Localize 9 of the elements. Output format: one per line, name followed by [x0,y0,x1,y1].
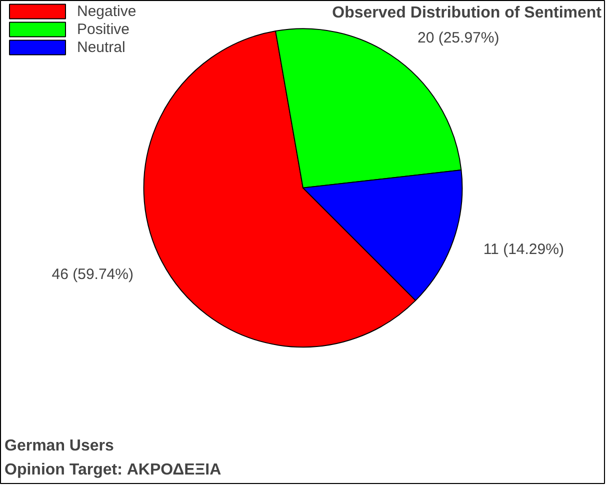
data-label: 11 (14.29%) [483,241,564,258]
legend-label: Negative [77,2,136,20]
data-label: 46 (59.74%) [52,266,134,283]
legend-label: Positive [77,20,130,38]
text: German Users [4,438,114,454]
chart-title: Observed Distribution of Sentiment [332,4,602,22]
text: Opinion Target: ΑΚΡΟΔΕΞΙΑ [4,462,222,478]
legend-label: Neutral [77,38,126,56]
data-label: 20 (25.97%) [417,29,500,46]
